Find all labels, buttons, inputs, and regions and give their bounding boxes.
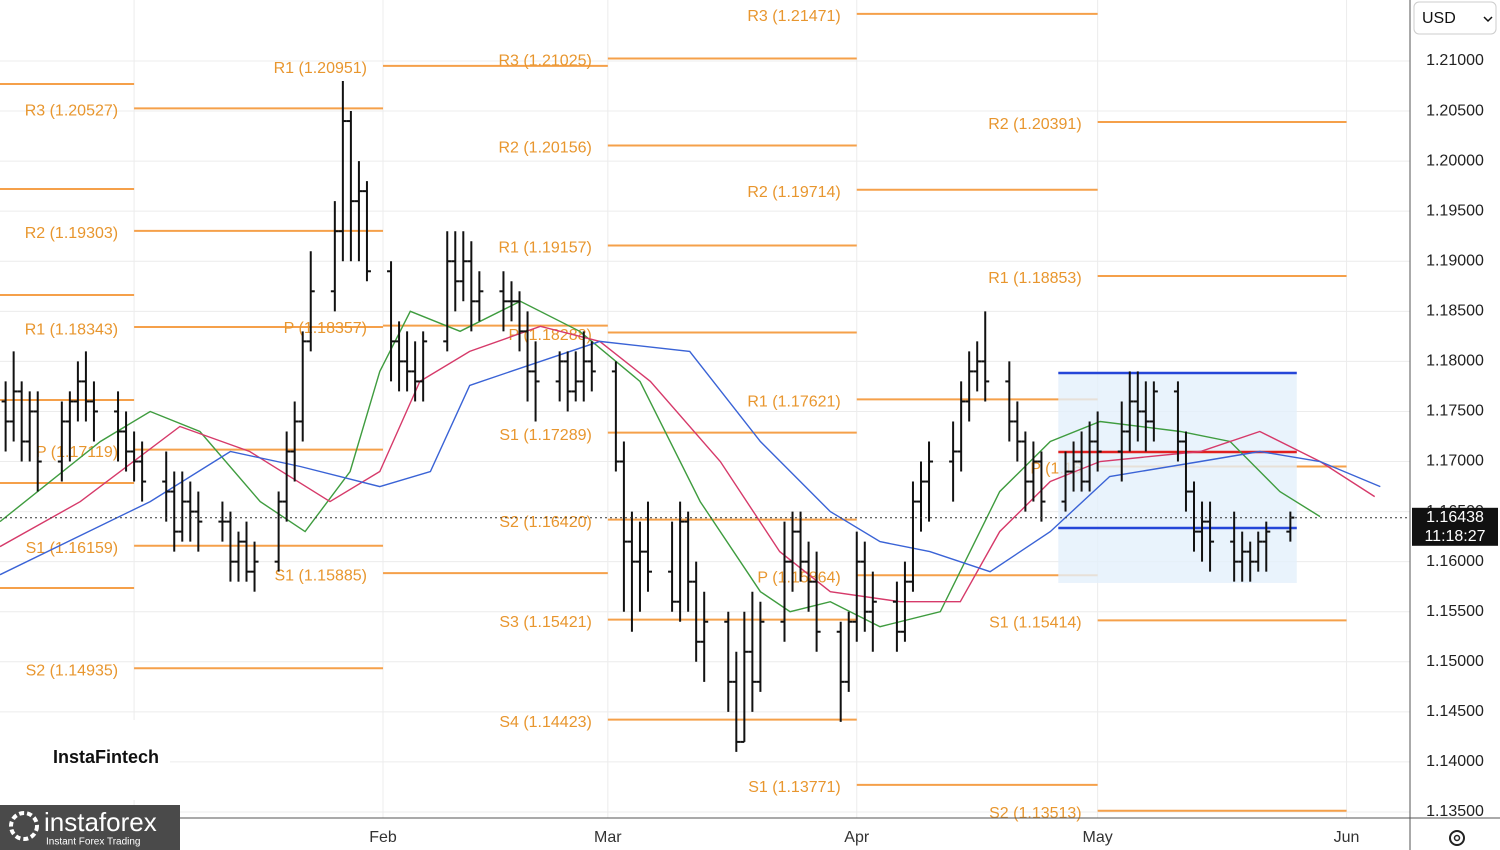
logo-tagline: Instant Forex Trading — [46, 837, 141, 848]
currency-selector[interactable] — [1413, 1, 1497, 35]
pivot-label: R3 (1.20527) — [25, 103, 118, 120]
y-tick-label: 1.19000 — [1426, 252, 1484, 269]
y-tick-label: 1.20500 — [1426, 102, 1484, 119]
pivot-label: P (1.15864) — [757, 569, 840, 586]
y-tick-label: 1.14500 — [1426, 703, 1484, 720]
last-price-box — [1412, 507, 1498, 546]
y-tick-label: 1.17000 — [1426, 453, 1484, 470]
pivot-label: R2 (1.19714) — [747, 184, 840, 201]
x-tick-label: Mar — [594, 829, 622, 846]
dropdown-chevron[interactable] — [1483, 16, 1493, 23]
pivot-label: S2 (1.16420) — [499, 514, 592, 531]
settings-icon[interactable] — [1449, 830, 1465, 846]
pivot-label: R2 (1.20391) — [988, 116, 1081, 133]
logo: instaforex — [44, 807, 157, 837]
countdown-label: 11:18:27 — [1424, 528, 1485, 545]
pivot-label: S2 (1.14935) — [26, 663, 119, 680]
pivot-label: S3 (1.15421) — [499, 614, 592, 631]
logo-icon — [9, 811, 39, 841]
moving-average — [0, 340, 1381, 576]
pivot-label: S2 (1.13513) — [989, 805, 1082, 822]
pivot-label: S1 (1.13771) — [748, 779, 841, 796]
pivot-label: P (1.18288) — [509, 327, 592, 344]
axes: 1.13500 1.14000 1.14500 1.15000 1.15500 1.160… — [116, 52, 1498, 846]
y-tick-label: 1.19500 — [1426, 202, 1484, 219]
y-tick-label: 1.20000 — [1426, 152, 1484, 169]
pivot-label: R2 (1.19303) — [25, 225, 118, 242]
moving-average — [0, 325, 1376, 603]
pivot-label: P (1.18357) — [284, 320, 367, 337]
y-tick-label: 1.13500 — [1426, 803, 1484, 820]
pivot-label: R3 (1.21471) — [747, 8, 840, 25]
pivot-label: R1 (1.17621) — [747, 394, 840, 411]
y-tick-label: 1.18000 — [1426, 353, 1484, 370]
currency-label[interactable]: USD — [1422, 10, 1456, 27]
y-tick-label: 1.17500 — [1426, 403, 1484, 420]
y-tick-label: 1.18500 — [1426, 303, 1484, 320]
moving-average — [0, 300, 1321, 628]
x-tick-label: May — [1083, 829, 1113, 846]
watermark: InstaFintech — [53, 747, 159, 767]
pivot-levels: R3 (1.20527) R2 (1.19303) R1 (1.18343) P (1… — [0, 8, 1347, 822]
last-price-label: 1.16438 — [1426, 509, 1484, 526]
pivot-label: S1 (1.17289) — [499, 427, 592, 444]
pivot-label: R1 (1.18853) — [988, 270, 1081, 287]
x-tick-label: Apr — [844, 829, 870, 846]
x-tick-label: Feb — [369, 829, 397, 846]
y-tick-label: 1.15500 — [1426, 603, 1484, 620]
pivot-label: S1 (1.15885) — [274, 567, 367, 584]
pivot-label: P (1.17119) — [36, 444, 118, 461]
x-tick-label: Jun — [1334, 829, 1360, 846]
settings-icon-center[interactable] — [1453, 834, 1461, 842]
pivot-label: R3 (1.21025) — [498, 53, 591, 70]
pivot-label: R2 (1.20156) — [498, 140, 591, 157]
pivot-label: S1 (1.16159) — [26, 540, 119, 557]
pivot-label: R1 (1.18343) — [25, 321, 118, 338]
moving-averages — [0, 300, 1381, 628]
pivot-label: S1 (1.15414) — [989, 615, 1082, 632]
pivot-label: R1 (1.19157) — [498, 240, 591, 257]
y-tick-label: 1.14000 — [1426, 753, 1484, 770]
y-tick-label: 1.16000 — [1426, 553, 1484, 570]
price-bars — [1, 81, 1295, 752]
y-tick-label: 1.21000 — [1426, 52, 1484, 69]
grid — [0, 0, 1410, 818]
pivot-label: S4 (1.14423) — [499, 714, 592, 731]
pivot-label: R1 (1.20951) — [274, 60, 367, 77]
watermark-box — [0, 720, 170, 800]
y-tick-label: 1.15000 — [1426, 653, 1484, 670]
